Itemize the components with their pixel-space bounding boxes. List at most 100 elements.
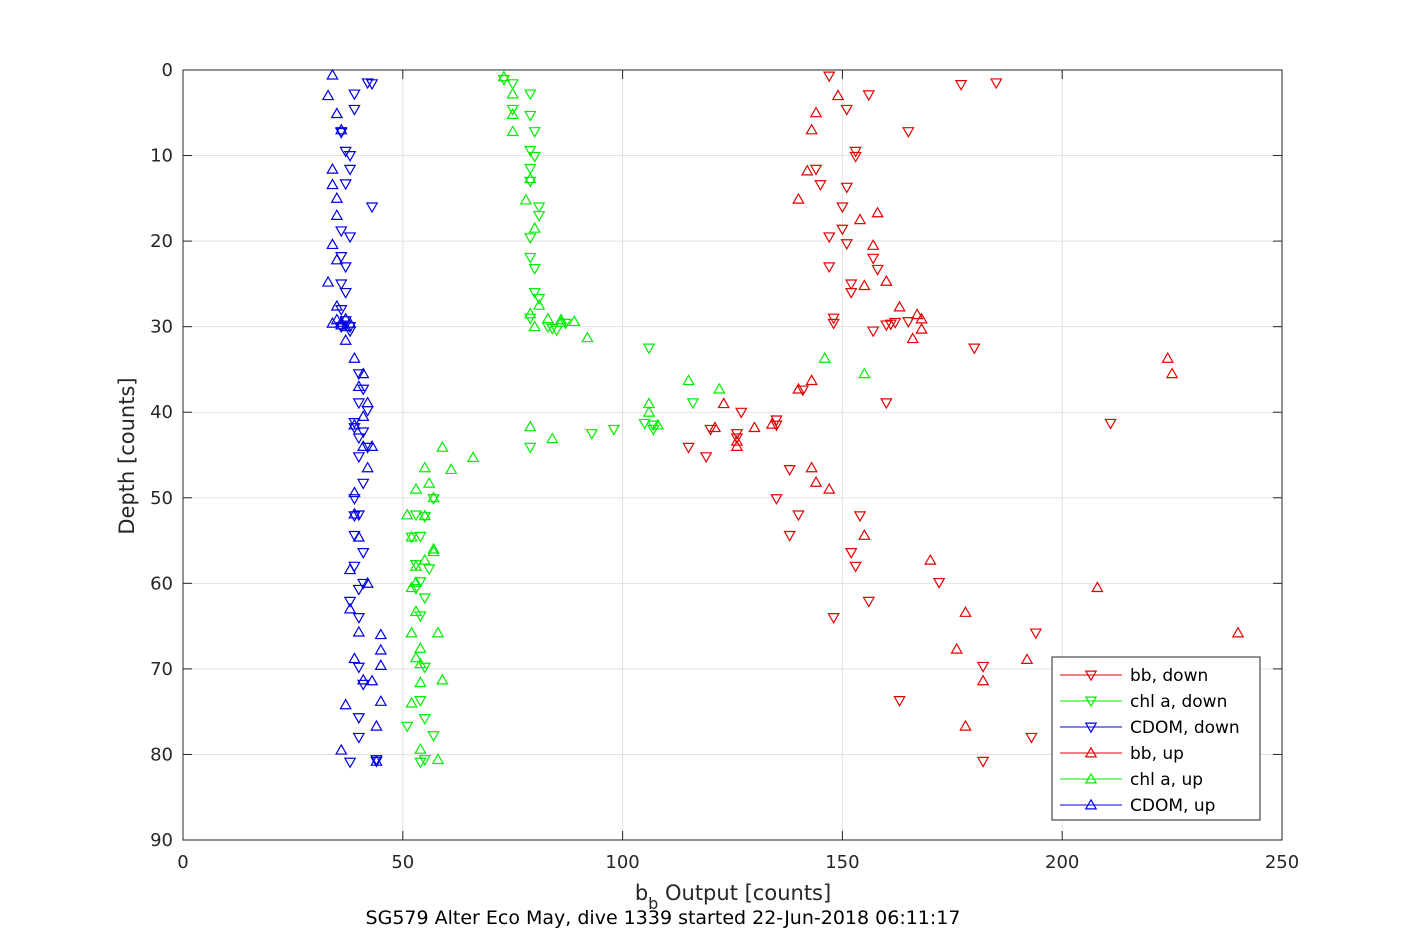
data-point xyxy=(409,510,423,522)
legend-box xyxy=(1051,656,1261,821)
data-point xyxy=(409,583,423,595)
data-point xyxy=(400,721,414,733)
y-tick-label: 80 xyxy=(150,744,173,765)
data-point xyxy=(405,530,418,542)
data-point xyxy=(638,418,651,430)
legend-entry-label: chl a, up xyxy=(1130,770,1203,790)
x-tick-label: 200 xyxy=(1045,852,1079,873)
data-point xyxy=(343,596,357,608)
legend: bb, down chl a, down CDOM, down bb, up chl a… xyxy=(1051,656,1261,821)
y-tick-label: 40 xyxy=(150,402,173,423)
data-point xyxy=(339,333,352,345)
data-point xyxy=(497,70,511,82)
data-point xyxy=(352,713,366,725)
legend-marker xyxy=(1084,722,1098,734)
data-point xyxy=(343,602,357,614)
data-point xyxy=(866,253,880,265)
data-point xyxy=(326,316,339,328)
data-point xyxy=(330,253,344,265)
data-point xyxy=(554,315,568,327)
data-point xyxy=(365,202,379,214)
x-tick-label: 150 xyxy=(825,852,859,873)
data-point xyxy=(414,657,427,669)
data-point xyxy=(682,442,695,454)
data-point xyxy=(862,596,876,608)
data-point xyxy=(339,179,352,191)
data-point xyxy=(343,757,357,769)
data-point xyxy=(770,494,783,506)
y-axis-label: Depth [counts] xyxy=(115,377,139,534)
data-point xyxy=(862,90,876,102)
data-point xyxy=(805,374,818,386)
data-point xyxy=(343,563,357,575)
data-point xyxy=(427,491,440,503)
figure-caption: SG579 Alter Eco May, dive 1339 started 2… xyxy=(366,907,961,929)
data-point xyxy=(352,613,366,624)
data-point xyxy=(844,287,858,299)
data-point xyxy=(524,172,537,184)
data-point xyxy=(642,405,656,417)
data-point xyxy=(796,385,810,397)
data-point xyxy=(352,398,366,410)
data-point xyxy=(844,279,858,291)
data-point xyxy=(541,312,555,324)
data-point xyxy=(528,287,541,299)
data-point xyxy=(405,581,418,593)
data-point xyxy=(414,531,427,543)
data-point xyxy=(519,193,533,205)
data-point xyxy=(959,719,972,731)
data-point xyxy=(686,398,700,410)
data-point xyxy=(427,494,440,506)
data-point xyxy=(735,407,748,419)
data-point xyxy=(976,661,990,673)
data-point xyxy=(840,104,854,116)
data-point xyxy=(1020,653,1034,664)
data-point xyxy=(330,191,344,203)
data-point xyxy=(335,123,348,135)
legend-marker xyxy=(1084,670,1098,682)
data-point xyxy=(414,742,427,754)
data-point xyxy=(348,423,361,435)
legend-entry-label: chl a, down xyxy=(1130,692,1227,712)
data-point xyxy=(418,512,432,524)
data-point xyxy=(427,545,440,557)
data-point xyxy=(585,429,599,441)
data-point xyxy=(730,433,744,445)
data-point xyxy=(524,145,537,157)
data-point xyxy=(528,263,541,275)
data-point xyxy=(954,80,968,91)
data-point xyxy=(357,440,370,451)
data-point xyxy=(330,107,344,119)
data-point xyxy=(836,202,849,214)
data-point xyxy=(418,509,432,521)
data-point xyxy=(871,206,884,218)
data-point xyxy=(924,553,937,565)
data-point xyxy=(976,756,990,768)
data-point xyxy=(524,442,537,454)
data-point xyxy=(647,424,660,436)
data-point xyxy=(361,78,374,90)
data-point xyxy=(717,397,730,409)
data-point xyxy=(427,731,440,743)
data-point xyxy=(506,108,519,119)
data-point xyxy=(906,332,919,344)
data-point xyxy=(704,424,717,436)
data-point xyxy=(352,380,366,392)
data-point xyxy=(321,275,335,287)
data-point xyxy=(352,662,366,674)
data-point xyxy=(840,182,854,194)
data-point xyxy=(532,293,546,305)
data-point xyxy=(414,577,427,589)
data-point xyxy=(976,674,990,686)
data-point xyxy=(370,756,383,768)
data-point xyxy=(528,320,541,332)
data-point xyxy=(524,252,537,264)
data-point xyxy=(849,561,862,573)
data-point xyxy=(893,696,906,707)
data-point xyxy=(840,239,854,251)
data-point xyxy=(374,628,388,640)
data-point xyxy=(352,530,366,542)
data-point xyxy=(770,420,783,432)
data-point xyxy=(858,367,871,379)
data-point xyxy=(880,398,893,410)
